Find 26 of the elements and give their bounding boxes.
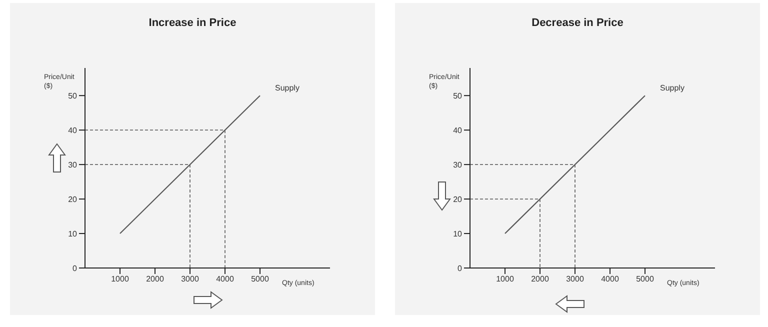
y-tick-label: 10 [68,229,78,238]
chart-title: Decrease in Price [530,17,624,29]
y-tick-label: 50 [68,91,78,100]
x-tick-label: 1000 [496,274,514,284]
chart-title: Increase in Price [148,17,238,29]
y-tick-label: 40 [453,126,463,135]
x-tick-label: 5000 [251,274,270,284]
y-tick-label: 30 [68,160,78,170]
x-tick-label: 3000 [566,274,584,284]
y-tick-label: 0 [458,264,463,273]
x-tick-label: 1000 [111,274,130,284]
y-tick-label: 0 [72,264,78,273]
series-label: Supply [275,84,300,93]
y-tick-label: 40 [68,126,78,135]
x-tick-label: 2000 [531,274,550,284]
y-tick-label: 10 [453,229,463,238]
x-tick-label: 3000 [181,274,200,284]
y-tick-label: 20 [453,194,463,204]
y-tick-label: 20 [68,194,78,204]
x-tick-label: 5000 [636,274,654,284]
y-tick-label: 50 [453,91,463,100]
x-tick-label: 2000 [146,274,164,284]
x-tick-label: 4000 [216,274,234,284]
series-label: Supply [660,84,684,93]
y-tick-label: 30 [453,160,463,170]
x-tick-label: 4000 [601,274,620,284]
